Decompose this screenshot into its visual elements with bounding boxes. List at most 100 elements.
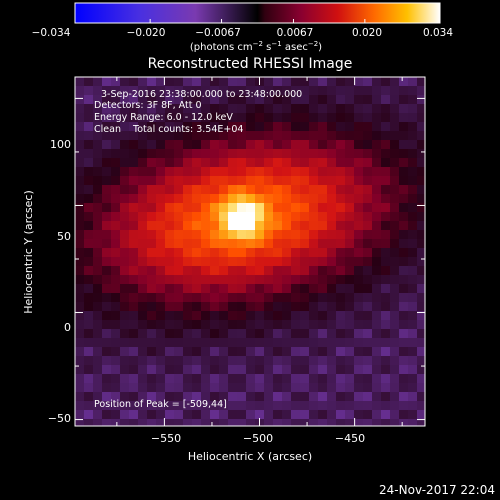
heatmap-cell [381,104,391,114]
heatmap-cell [255,248,265,258]
heatmap-cell [354,338,364,348]
heatmap-cell [264,365,274,375]
heatmap-cell [399,167,409,177]
heatmap-cell [219,266,229,276]
heatmap-cell [156,365,166,375]
heatmap-cell [399,86,409,96]
heatmap-cell [201,140,211,150]
plot-frame [74,76,426,427]
heatmap-cell [219,230,229,240]
heatmap-cell [300,131,310,141]
heatmap-cell [201,167,211,177]
heatmap-cell [354,104,364,114]
heatmap-cell [327,140,337,150]
heatmap-cell [192,419,202,426]
heatmap-cell [93,320,103,330]
heatmap-cell [372,212,382,222]
heatmap-cell [309,356,319,366]
heatmap-cell [210,401,220,411]
heatmap-cell [102,239,112,249]
heatmap-cell [309,347,319,357]
heatmap-cell [93,86,103,96]
heatmap-cell [75,95,85,105]
heatmap-cell [300,374,310,384]
heatmap-cell [318,77,328,87]
heatmap-cell [291,86,301,96]
heatmap-cell [318,266,328,276]
heatmap-cell [381,86,391,96]
heatmap-cell [174,347,184,357]
colorbar-tick-label: −0.020 [127,27,166,39]
heatmap-cell [111,284,121,294]
heatmap-cell [84,140,94,150]
heatmap-cell [246,122,256,132]
heatmap-cell [354,347,364,357]
heatmap-cell [273,365,283,375]
heatmap-cell [120,77,130,87]
heatmap-cell [327,221,337,231]
heatmap-cell [219,257,229,267]
heatmap-cell [390,230,400,240]
heatmap-cell [219,185,229,195]
heatmap-cell [399,410,409,420]
heatmap-cell [417,338,425,348]
heatmap-cell [417,311,425,321]
heatmap-cell [246,221,256,231]
heatmap-cell [102,365,112,375]
heatmap-cell [381,122,391,132]
heatmap-cell [138,284,148,294]
heatmap-cell [381,410,391,420]
heatmap-cell [111,329,121,339]
heatmap-cell [237,284,247,294]
heatmap-cell [210,104,220,114]
heatmap-cell [345,167,355,177]
heatmap-cell [417,185,425,195]
heatmap-cell [336,149,346,159]
heatmap-cell [219,104,229,114]
heatmap-cell [390,194,400,204]
heatmap-cell [291,383,301,393]
heatmap-cell [102,275,112,285]
heatmap-cell [237,239,247,249]
heatmap-cell [237,203,247,213]
y-tick-label: −50 [48,412,71,425]
heatmap-cell [192,140,202,150]
heatmap-cell [408,365,418,375]
heatmap-cell [75,185,85,195]
heatmap-cell [237,338,247,348]
heatmap-cell [156,122,166,132]
heatmap-cell [264,239,274,249]
heatmap-cell [147,104,157,114]
heatmap-cell [300,284,310,294]
heatmap-cell [219,167,229,177]
heatmap-cell [120,113,130,123]
heatmap-cell [327,104,337,114]
heatmap-cell [372,320,382,330]
heatmap-cell [327,266,337,276]
heatmap-cell [102,113,112,123]
heatmap-cell [345,383,355,393]
heatmap-cell [354,356,364,366]
heatmap-cell [93,77,103,87]
heatmap-cell [237,374,247,384]
heatmap-cell [192,356,202,366]
heatmap-cell [156,311,166,321]
heatmap-cell [219,194,229,204]
heatmap-cell [327,158,337,168]
heatmap-cell [84,383,94,393]
heatmap-cell [318,104,328,114]
chart-title: Reconstructed RHESSI Image [148,56,353,72]
heatmap-cell [336,194,346,204]
heatmap-cell [93,203,103,213]
heatmap-cell [138,248,148,258]
heatmap-cell [102,104,112,114]
heatmap-cell [372,131,382,141]
heatmap-cell [129,356,139,366]
heatmap-cell [291,401,301,411]
heatmap-cell [327,194,337,204]
heatmap-cell [111,239,121,249]
heatmap-cell [174,77,184,87]
heatmap-cell [363,374,373,384]
heatmap-cell [372,95,382,105]
heatmap-cell [75,284,85,294]
